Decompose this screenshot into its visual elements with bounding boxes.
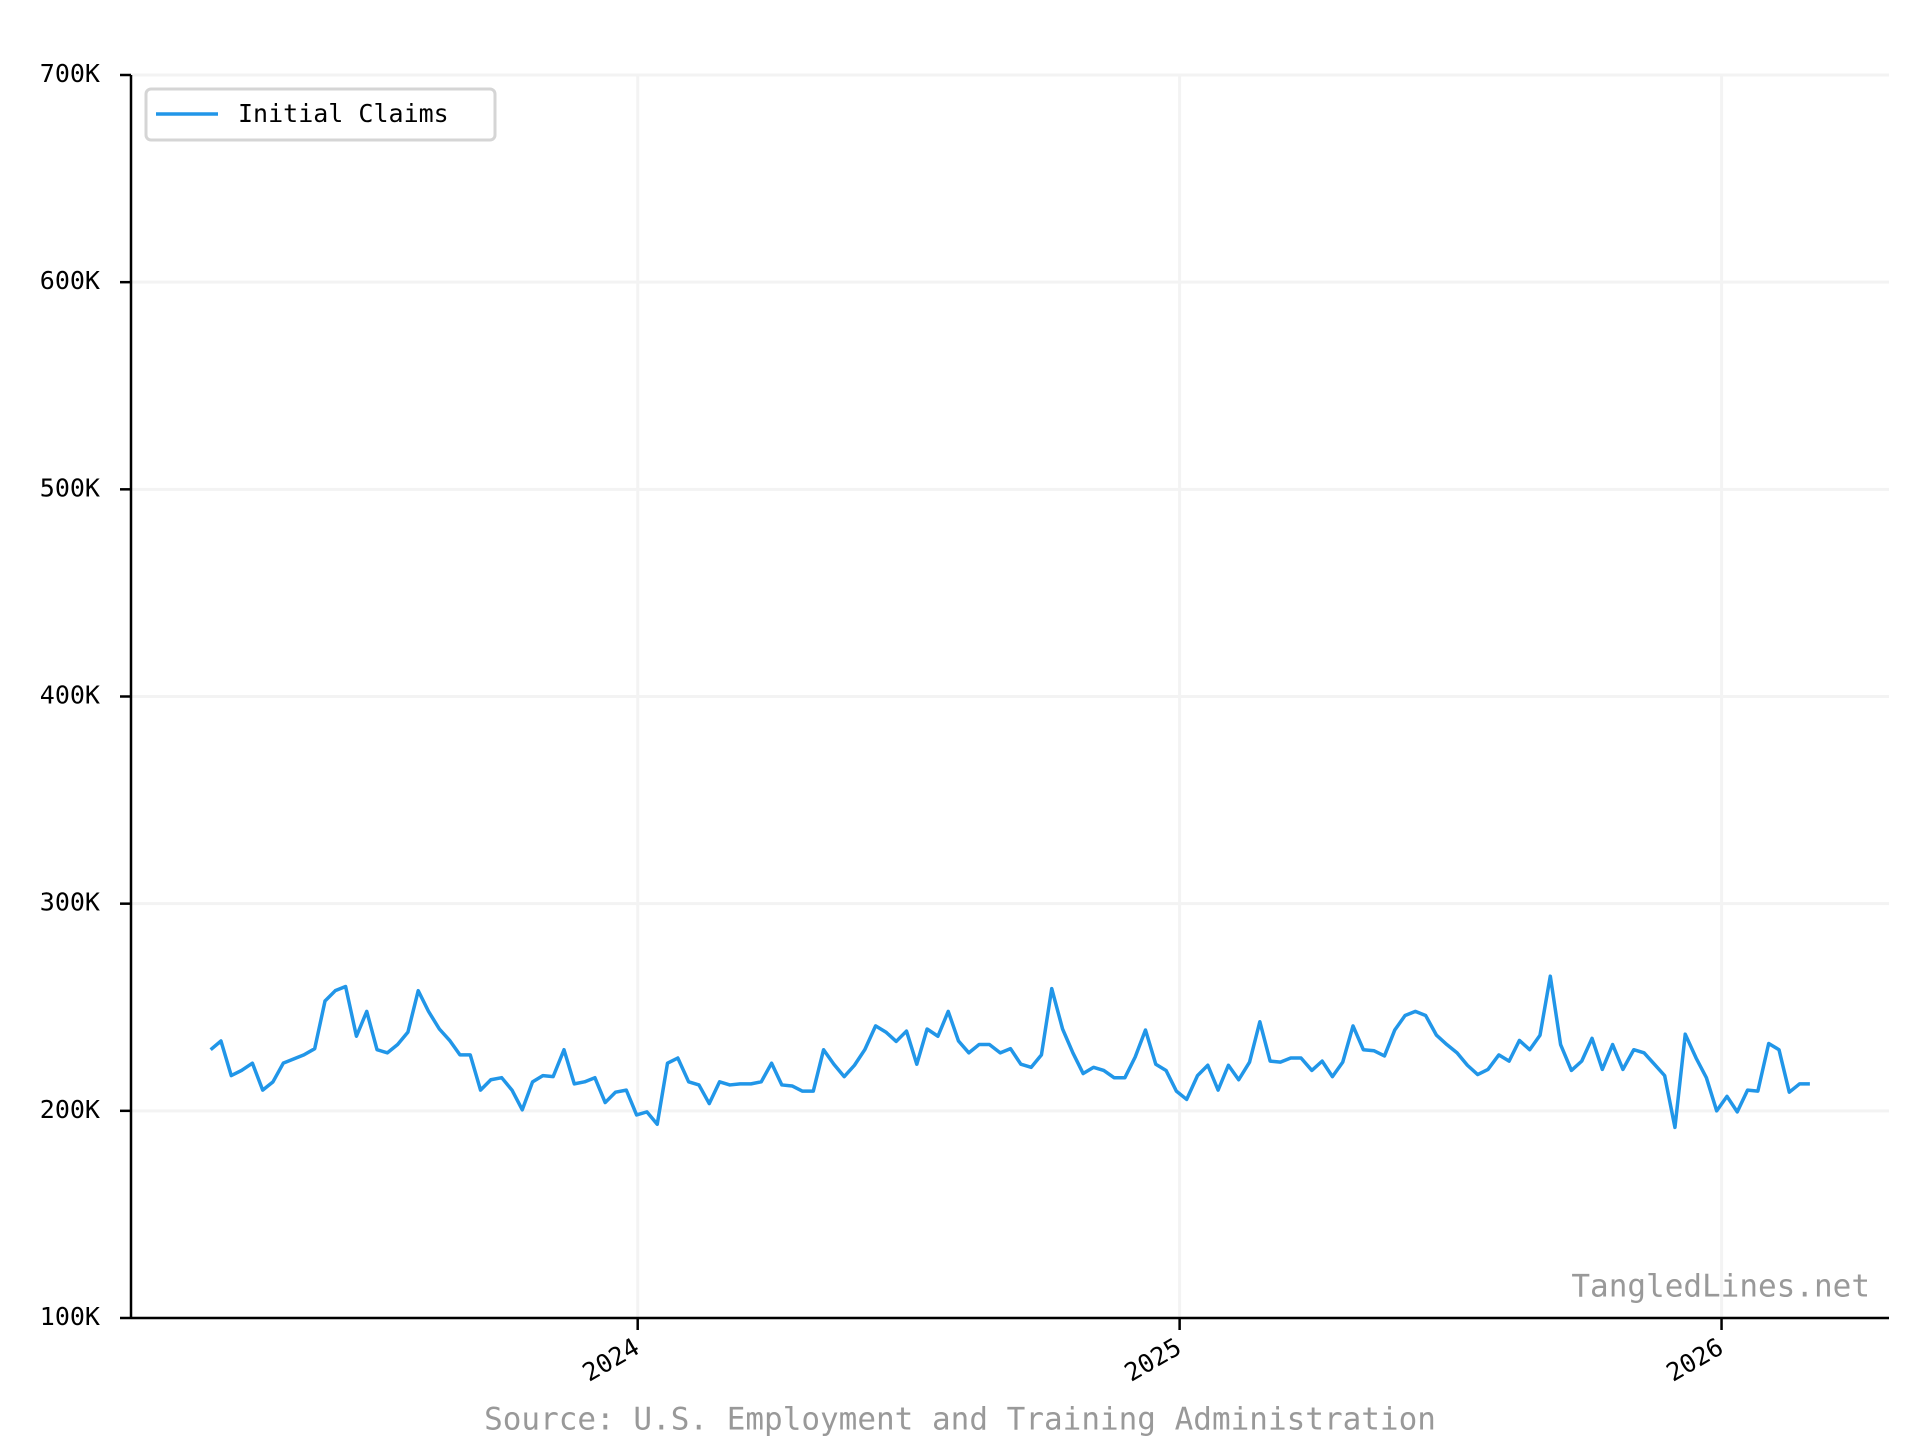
axes: 100K 200K 300K 400K 500K 600K 700K 2024 2025 2026: [40, 59, 1728, 1387]
x-tick-label: 2025: [1119, 1332, 1186, 1387]
y-tick-label: 500K: [40, 473, 100, 502]
y-tick-label: 700K: [40, 59, 100, 88]
data-line: [209, 974, 1810, 1130]
legend-label: Initial Claims: [238, 99, 449, 128]
y-tick-label: 200K: [40, 1095, 100, 1124]
y-tick-label: 300K: [40, 888, 100, 917]
grid: [131, 73, 1889, 1320]
x-tick-label: 2026: [1661, 1332, 1728, 1387]
y-tick-label: 600K: [40, 266, 100, 295]
legend-box: [144, 87, 497, 142]
watermark: TangledLines.net: [1571, 1269, 1870, 1305]
plot-area: [209, 974, 1810, 1130]
legend: Initial Claims: [144, 87, 497, 142]
x-tick-label: 2024: [578, 1332, 645, 1387]
y-tick-label: 400K: [40, 681, 100, 710]
y-tick-label: 100K: [40, 1302, 100, 1331]
source-note: Source: U.S. Employment and Training Adm…: [484, 1402, 1436, 1438]
